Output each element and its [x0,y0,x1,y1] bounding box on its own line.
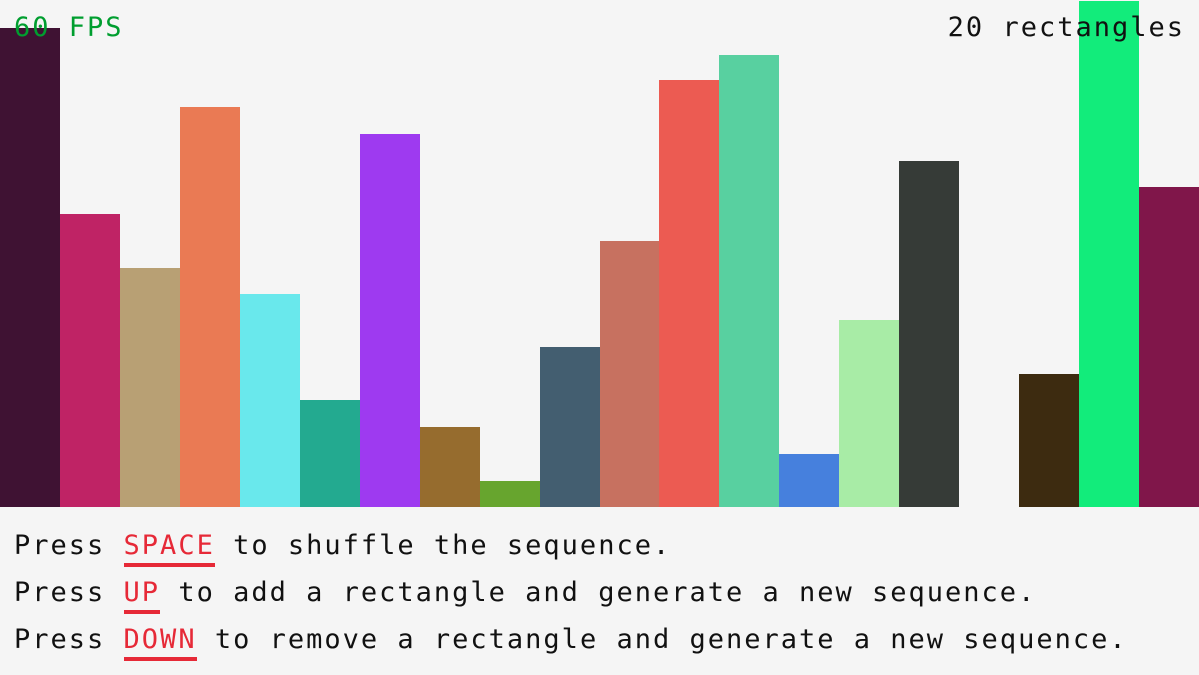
fps-counter: 60 FPS [14,12,124,43]
rectangle-bar [420,427,480,507]
rectangle-bar [779,454,839,507]
rectangle-bar [60,214,120,507]
instruction-prefix: Press [14,624,124,655]
rectangle-bar [540,347,600,507]
instruction-prefix: Press [14,577,124,608]
rectangle-bar [719,55,779,507]
rectangle-bar [0,28,60,507]
rectangle-bar [240,294,300,507]
rectangle-bar [839,320,899,507]
instruction-suffix: to remove a rectangle and generate a new… [196,624,1128,655]
instruction-suffix: to shuffle the sequence. [214,530,672,561]
instruction-add: Press UP to add a rectangle and generate… [14,577,1037,614]
rectangle-bar [300,400,360,507]
rectangle-bar [180,107,240,507]
instruction-prefix: Press [14,530,124,561]
rectangle-bar [1019,374,1079,507]
rectangle-bar [659,80,719,507]
rectangle-bar [1139,187,1199,507]
key-up: UP [123,577,161,614]
rectangle-bar [360,134,420,507]
rectangle-bar [899,161,959,507]
rectangle-bar [480,481,540,507]
instruction-shuffle: Press SPACE to shuffle the sequence. [14,530,672,567]
instruction-suffix: to add a rectangle and generate a new se… [160,577,1037,608]
rectangle-bar [600,241,659,507]
rectangle-count: 20 rectangles [947,12,1185,43]
key-space: SPACE [123,530,215,567]
rectangle-sequence [0,1,1199,507]
instruction-remove: Press DOWN to remove a rectangle and gen… [14,624,1128,661]
key-down: DOWN [123,624,197,661]
rectangle-bar [120,268,180,507]
rectangle-bar [1079,1,1139,507]
